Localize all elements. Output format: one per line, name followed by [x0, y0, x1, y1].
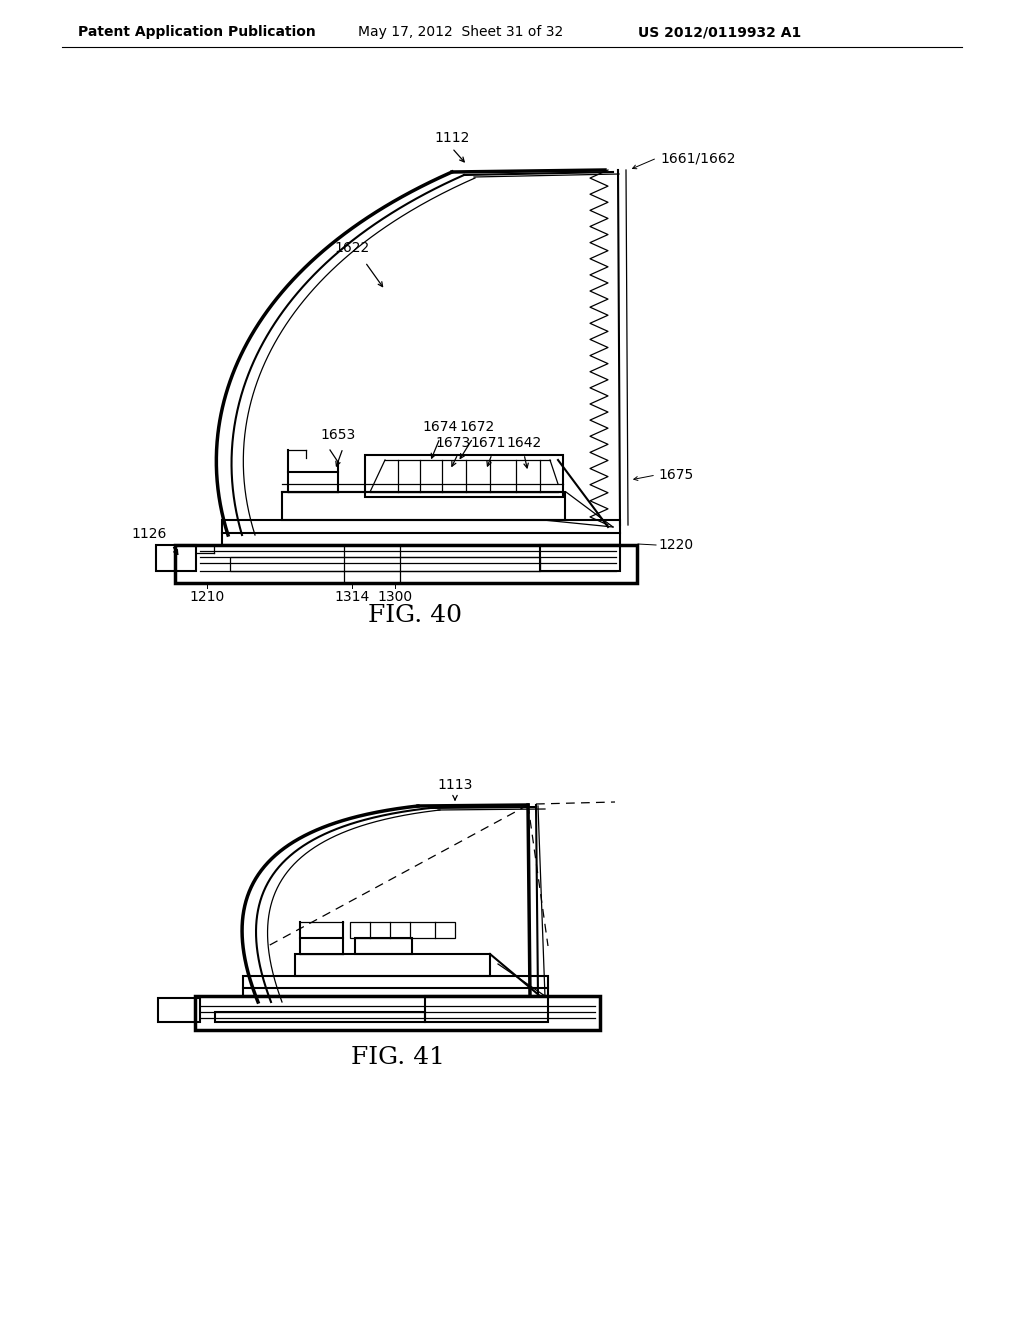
Text: 1671: 1671 — [470, 436, 506, 450]
Text: 1653: 1653 — [321, 428, 355, 442]
Text: 1220: 1220 — [658, 539, 693, 552]
Text: 1113: 1113 — [437, 777, 473, 792]
Text: 1314: 1314 — [335, 590, 370, 605]
Text: FIG. 41: FIG. 41 — [351, 1047, 445, 1069]
Text: 1112: 1112 — [434, 131, 470, 145]
Text: 1126: 1126 — [132, 527, 167, 541]
Text: 1674: 1674 — [422, 420, 458, 434]
Text: 1672: 1672 — [460, 420, 495, 434]
Text: 1622: 1622 — [335, 242, 370, 255]
Text: 1300: 1300 — [378, 590, 413, 605]
Text: Patent Application Publication: Patent Application Publication — [78, 25, 315, 40]
Text: 1210: 1210 — [189, 590, 224, 605]
Text: 1675: 1675 — [658, 469, 693, 482]
Text: US 2012/0119932 A1: US 2012/0119932 A1 — [638, 25, 801, 40]
Text: FIG. 40: FIG. 40 — [368, 603, 462, 627]
Text: 1661/1662: 1661/1662 — [660, 150, 735, 165]
Text: 1673: 1673 — [435, 436, 471, 450]
Text: May 17, 2012  Sheet 31 of 32: May 17, 2012 Sheet 31 of 32 — [358, 25, 563, 40]
Text: 1642: 1642 — [507, 436, 542, 450]
